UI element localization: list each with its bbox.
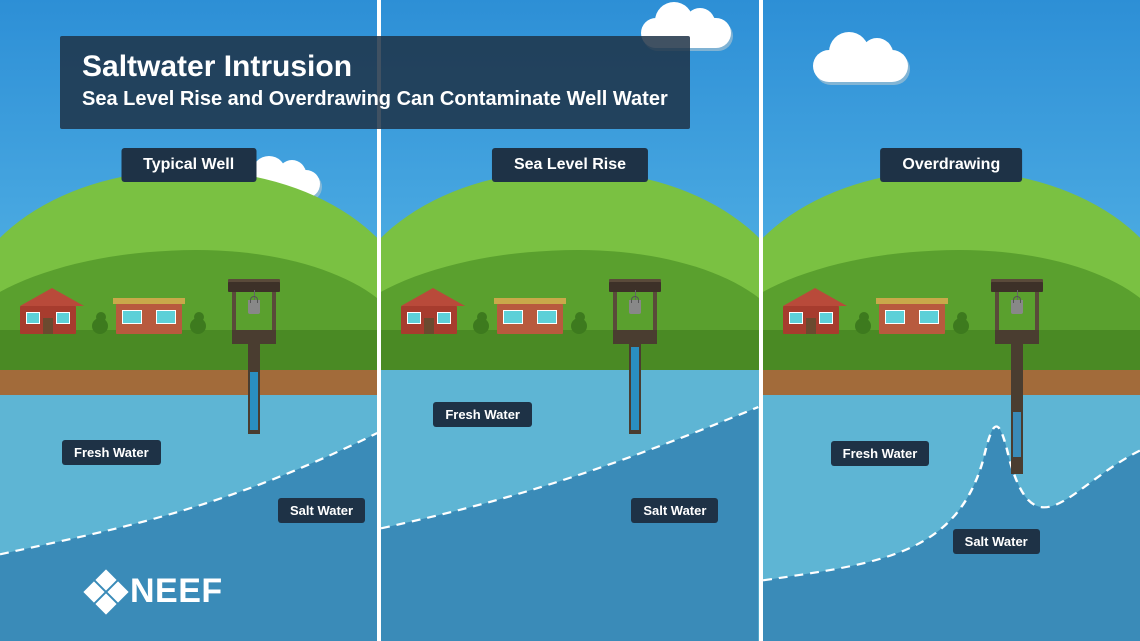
- panel-overdrawing: Overdrawing Fresh Water Salt Water: [763, 0, 1140, 641]
- logo-text: NEEF: [130, 572, 223, 611]
- salt-water-layer: [763, 381, 1140, 641]
- title-box: Saltwater Intrusion Sea Level Rise and O…: [60, 36, 690, 129]
- well-icon: [613, 282, 657, 344]
- salt-water-label: Salt Water: [278, 498, 365, 523]
- fresh-water-label: Fresh Water: [62, 440, 161, 465]
- panel-label: Typical Well: [121, 148, 256, 182]
- house-icon: [401, 288, 465, 334]
- panel-label: Overdrawing: [880, 148, 1022, 182]
- logo-icon: [83, 569, 128, 614]
- bush-icon: [571, 318, 587, 334]
- fresh-water-label: Fresh Water: [831, 441, 930, 466]
- bush-icon: [92, 318, 108, 334]
- ground-grass: [381, 330, 758, 375]
- houses: [401, 288, 587, 334]
- bush-icon: [190, 318, 206, 334]
- house-icon: [20, 288, 84, 334]
- panel-label: Sea Level Rise: [492, 148, 648, 182]
- houses: [783, 288, 969, 334]
- well-icon: [995, 282, 1039, 344]
- well-icon: [232, 282, 276, 344]
- ground-grass: [0, 330, 377, 375]
- bush-icon: [473, 318, 489, 334]
- cloud-icon: [813, 50, 908, 82]
- bush-icon: [953, 318, 969, 334]
- ground-grass: [763, 330, 1140, 375]
- salt-water-label: Salt Water: [953, 529, 1040, 554]
- house-icon: [497, 298, 563, 334]
- subtitle: Sea Level Rise and Overdrawing Can Conta…: [82, 88, 668, 111]
- salt-water-label: Salt Water: [631, 498, 718, 523]
- fresh-water-label: Fresh Water: [433, 402, 532, 427]
- houses: [20, 288, 206, 334]
- main-title: Saltwater Intrusion: [82, 50, 668, 84]
- infographic-canvas: Saltwater Intrusion Sea Level Rise and O…: [0, 0, 1140, 641]
- bush-icon: [855, 318, 871, 334]
- house-icon: [116, 298, 182, 334]
- house-icon: [783, 288, 847, 334]
- neef-logo: NEEF: [90, 572, 223, 611]
- house-icon: [879, 298, 945, 334]
